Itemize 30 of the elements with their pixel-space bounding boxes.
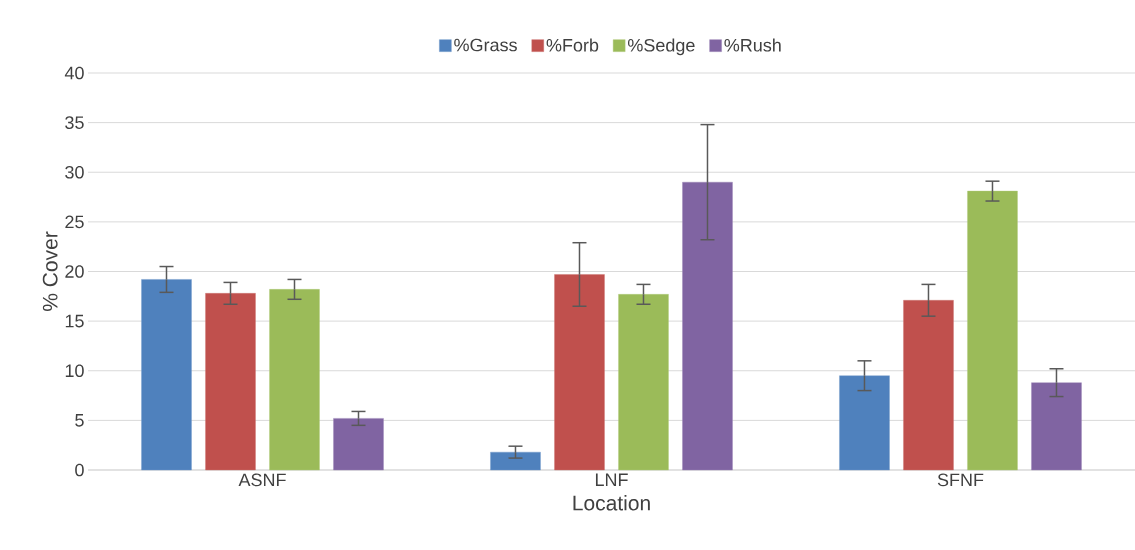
bar	[141, 279, 192, 471]
y-tick-label: 30	[65, 165, 84, 179]
legend-label: %Grass	[454, 38, 517, 52]
y-tick-label: 0	[75, 463, 84, 477]
x-tick-label: ASNF	[238, 473, 286, 487]
bar	[490, 451, 541, 471]
y-tick-label: 25	[65, 215, 84, 229]
y-tick-label: 10	[65, 364, 84, 378]
y-tick-label: 40	[64, 66, 84, 80]
legend-label: %Rush	[724, 38, 781, 52]
bar	[205, 293, 256, 471]
x-axis-title: Location	[573, 495, 650, 511]
bar	[839, 375, 890, 471]
x-tick-label: LNF	[595, 473, 628, 486]
legend-label: %Sedge	[627, 38, 695, 56]
x-tick-label: SFNF	[937, 473, 984, 487]
bar	[269, 289, 320, 471]
bar	[903, 300, 954, 471]
bar	[1031, 382, 1082, 471]
bar	[333, 418, 384, 471]
bar	[682, 181, 733, 471]
legend-label: %Forb	[546, 38, 599, 52]
bar	[554, 274, 605, 471]
y-tick-label: 35	[65, 116, 84, 129]
y-tick-label: 15	[65, 314, 84, 328]
bar	[967, 190, 1018, 471]
bar	[618, 294, 669, 471]
y-axis-title: % Cover	[42, 231, 58, 312]
y-tick-label: 20	[65, 265, 84, 278]
y-tick-label: 5	[75, 414, 84, 427]
